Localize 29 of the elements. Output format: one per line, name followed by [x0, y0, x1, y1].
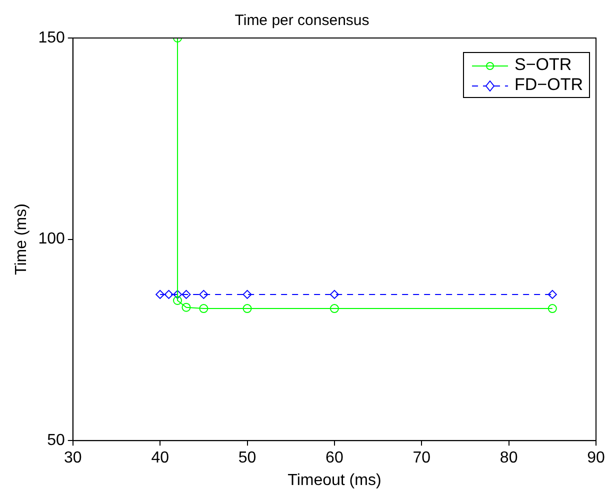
point — [182, 290, 191, 299]
x-tick-label: 90 — [587, 450, 605, 467]
point — [199, 304, 208, 314]
point — [156, 290, 165, 299]
x-tick-label: 80 — [500, 450, 518, 467]
point — [173, 296, 182, 305]
point — [330, 290, 339, 299]
legend-label: FD−OTR — [514, 75, 583, 94]
y-tick-label: 50 — [47, 432, 65, 450]
point — [330, 304, 339, 314]
point — [548, 304, 557, 314]
x-tick-label: 50 — [238, 450, 256, 467]
point — [242, 304, 252, 314]
chart-title: Time per consensus — [234, 12, 370, 30]
y-axis-title: Time (ms) — [13, 204, 30, 275]
legend-label: S−OTR — [514, 55, 572, 74]
point — [548, 290, 557, 299]
point — [164, 290, 174, 299]
point — [199, 290, 208, 299]
x-tick-label: 60 — [326, 450, 344, 467]
x-tick-label: 70 — [412, 450, 431, 467]
x-axis-title: Timeout (ms) — [288, 472, 382, 489]
x-tick-label: 30 — [64, 450, 82, 467]
point — [182, 302, 191, 312]
point — [242, 290, 252, 299]
y-tick-label: 150 — [38, 29, 65, 46]
x-tick-label: 40 — [151, 450, 170, 467]
point — [173, 290, 182, 299]
y-tick-label: 100 — [38, 230, 65, 248]
